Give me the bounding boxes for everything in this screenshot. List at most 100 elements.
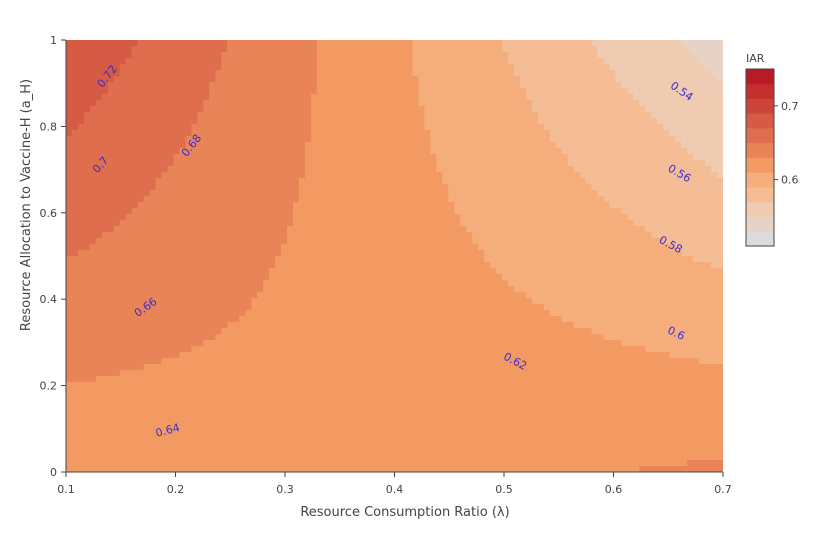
- contour-cell: [155, 220, 163, 227]
- contour-cell: [161, 454, 169, 461]
- contour-cell: [149, 256, 157, 263]
- contour-cell: [430, 388, 437, 395]
- contour-cell: [466, 382, 473, 389]
- contour-cell: [346, 388, 354, 395]
- contour-cell: [209, 412, 216, 419]
- contour-cell: [245, 136, 252, 143]
- contour-cell: [83, 448, 91, 455]
- contour-cell: [263, 124, 270, 131]
- contour-cell: [406, 214, 414, 221]
- contour-cell: [66, 418, 73, 425]
- contour-cell: [161, 328, 169, 335]
- contour-cell: [77, 154, 85, 161]
- contour-cell: [203, 358, 210, 365]
- contour-cell: [83, 334, 91, 341]
- contour-cell: [101, 448, 109, 455]
- contour-cell: [209, 220, 216, 227]
- contour-cell: [155, 184, 163, 191]
- contour-cell: [292, 280, 300, 287]
- contour-cell: [406, 250, 414, 257]
- contour-cell: [400, 64, 408, 71]
- contour-cell: [227, 88, 234, 95]
- contour-cell: [269, 256, 276, 263]
- contour-cell: [406, 154, 414, 161]
- contour-cell: [298, 352, 306, 359]
- contour-cell: [66, 250, 73, 257]
- contour-cell: [448, 166, 455, 173]
- contour-cell: [322, 232, 330, 239]
- contour-cell: [442, 112, 449, 119]
- contour-cell: [454, 160, 461, 167]
- contour-cell: [472, 358, 479, 365]
- contour-cell: [107, 268, 115, 275]
- contour-cell: [436, 430, 443, 437]
- contour-cell: [304, 436, 312, 443]
- contour-cell: [275, 232, 282, 239]
- contour-cell: [394, 226, 402, 233]
- contour-cell: [340, 154, 348, 161]
- contour-cell: [191, 370, 198, 377]
- contour-cell: [352, 262, 360, 269]
- contour-cell: [436, 328, 443, 335]
- contour-cell: [286, 376, 294, 383]
- contour-cell: [358, 364, 366, 371]
- contour-cell: [173, 430, 181, 437]
- contour-cell: [161, 232, 169, 239]
- contour-cell: [95, 304, 103, 311]
- contour-cell: [83, 418, 91, 425]
- contour-cell: [167, 424, 175, 431]
- contour-cell: [310, 250, 318, 257]
- contour-cell: [251, 298, 258, 305]
- contour-cell: [388, 466, 396, 472]
- contour-cell: [406, 64, 414, 71]
- contour-cell: [209, 184, 216, 191]
- contour-cell: [412, 340, 419, 347]
- contour-cell: [179, 112, 187, 119]
- contour-cell: [292, 460, 300, 467]
- contour-cell: [161, 64, 169, 71]
- contour-cell: [89, 430, 97, 437]
- contour-cell: [460, 100, 467, 107]
- contour-cell: [227, 454, 234, 461]
- contour-cell: [215, 256, 222, 263]
- contour-cell: [155, 142, 163, 149]
- contour-cell: [95, 226, 103, 233]
- contour-cell: [245, 340, 252, 347]
- contour-cell: [263, 142, 270, 149]
- contour-cell: [83, 100, 91, 107]
- contour-cell: [233, 226, 240, 233]
- contour-cell: [233, 100, 240, 107]
- contour-cell: [442, 256, 449, 263]
- contour-cell: [275, 238, 282, 245]
- contour-cell: [143, 274, 151, 281]
- contour-cell: [430, 274, 437, 281]
- contour-cell: [352, 334, 360, 341]
- contour-cell: [167, 400, 175, 407]
- contour-cell: [191, 280, 198, 287]
- contour-cell: [394, 160, 402, 167]
- contour-cell: [239, 190, 246, 197]
- contour-cell: [430, 412, 437, 419]
- contour-cell: [239, 124, 246, 131]
- contour-cell: [131, 244, 139, 251]
- contour-cell: [466, 274, 473, 281]
- contour-cell: [251, 166, 258, 173]
- contour-cell: [358, 190, 366, 197]
- contour-cell: [221, 136, 228, 143]
- contour-cell: [227, 130, 234, 137]
- contour-cell: [358, 226, 366, 233]
- contour-cell: [460, 466, 467, 472]
- contour-cell: [472, 442, 479, 449]
- contour-cell: [167, 436, 175, 443]
- contour-cell: [394, 280, 402, 287]
- contour-cell: [275, 166, 282, 173]
- contour-cell: [334, 466, 342, 472]
- contour-cell: [334, 202, 342, 209]
- contour-cell: [251, 268, 258, 275]
- contour-cell: [101, 274, 109, 281]
- contour-cell: [107, 334, 115, 341]
- contour-cell: [137, 382, 145, 389]
- contour-cell: [263, 244, 270, 251]
- contour-cell: [131, 334, 139, 341]
- contour-cell: [125, 316, 133, 323]
